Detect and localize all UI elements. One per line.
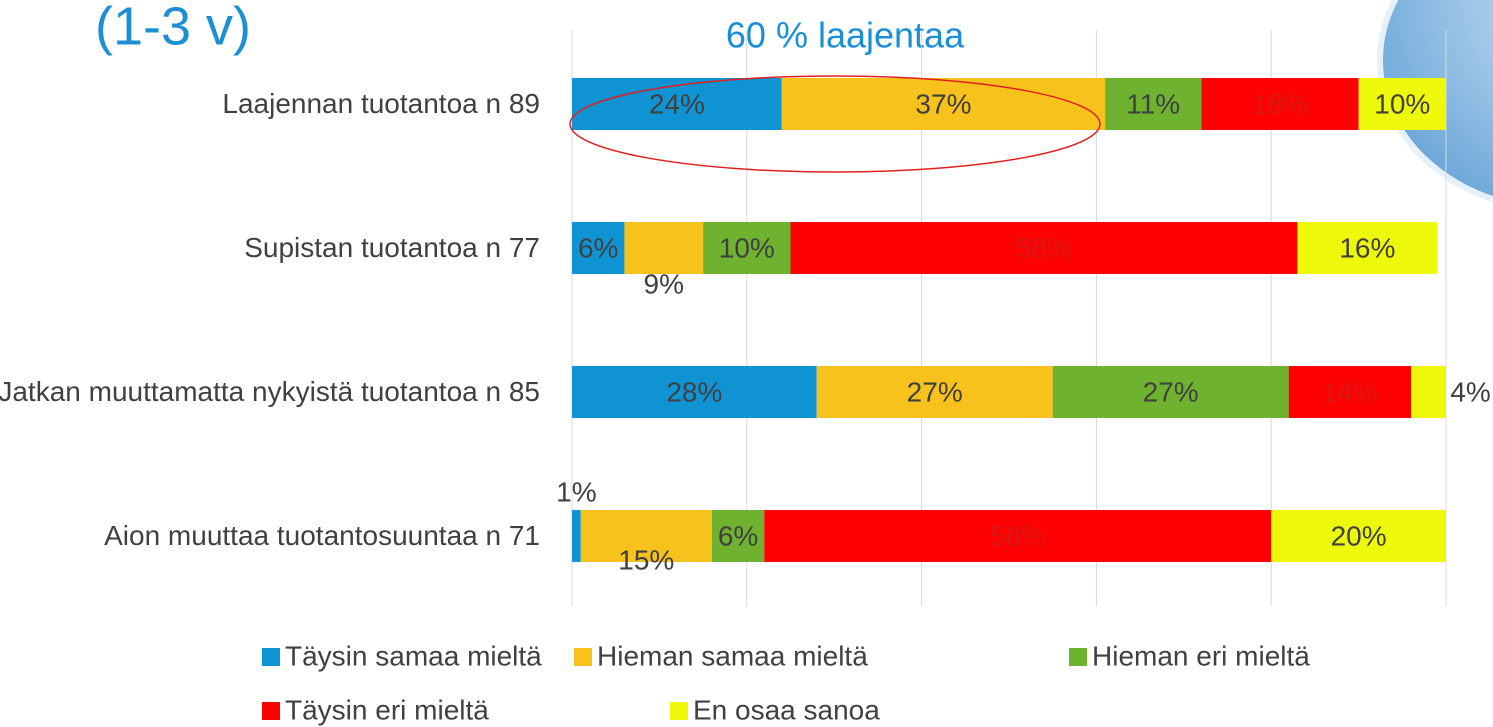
- category-text: Laajennan tuotantoa n 89: [222, 85, 540, 123]
- legend-swatch: [262, 702, 280, 720]
- value-label: 11%: [1126, 88, 1180, 119]
- legend-label: Täysin eri mieltä: [285, 694, 489, 725]
- category-label: Supistan tuotantoa n 77: [0, 229, 540, 267]
- value-label: 6%: [578, 232, 618, 263]
- value-label: 14%: [1322, 376, 1378, 407]
- legend-label: Hieman samaa mieltä: [597, 640, 868, 671]
- legend-swatch: [1069, 648, 1087, 666]
- value-label: 27%: [907, 376, 963, 407]
- page: (1-3 v) 60 % laajentaa 24% 37% 11% 18% 10% 6%…: [0, 0, 1493, 727]
- legend-swatch: [262, 648, 280, 666]
- bar-segment: [624, 222, 703, 274]
- annotation: 60 % laajentaa: [726, 15, 965, 56]
- value-label: 10%: [719, 232, 775, 263]
- category-label: Jatkan muuttamatta nykyistä tuotantoa n …: [0, 373, 540, 411]
- value-label: 10%: [1374, 88, 1430, 119]
- bar-segment: [1411, 366, 1446, 418]
- value-label: 9%: [644, 268, 684, 299]
- legend-label: Täysin samaa mieltä: [285, 640, 542, 671]
- value-label: 16%: [1339, 232, 1395, 263]
- value-label: 58%: [1016, 232, 1072, 263]
- value-label: 27%: [1143, 376, 1199, 407]
- legend-label: Hieman eri mieltä: [1092, 640, 1310, 671]
- value-label: 6%: [718, 520, 758, 551]
- chart-title: (1-3 v): [95, 0, 251, 56]
- category-label: Aion muuttaa tuotantosuuntaa n 71: [0, 517, 540, 555]
- value-label: 58%: [990, 520, 1046, 551]
- category-text: Jatkan muuttamatta nykyistä tuotantoa n …: [0, 373, 540, 411]
- legend-swatch: [574, 648, 592, 666]
- category-text: Aion muuttaa tuotantosuuntaa n 71: [104, 517, 540, 555]
- bar-segment: [572, 510, 581, 562]
- value-label: 15%: [618, 544, 674, 575]
- legend-swatch: [670, 702, 688, 720]
- legend-label: En osaa sanoa: [693, 694, 880, 725]
- value-label: 20%: [1331, 520, 1387, 551]
- category-text: Supistan tuotantoa n 77: [244, 229, 540, 267]
- value-label: 37%: [915, 88, 971, 119]
- value-label: 18%: [1252, 88, 1308, 119]
- value-label: 1%: [556, 476, 596, 507]
- category-label: Laajennan tuotantoa n 89: [0, 85, 540, 123]
- value-label: 28%: [666, 376, 722, 407]
- value-label: 4%: [1450, 376, 1490, 407]
- value-label: 24%: [649, 88, 705, 119]
